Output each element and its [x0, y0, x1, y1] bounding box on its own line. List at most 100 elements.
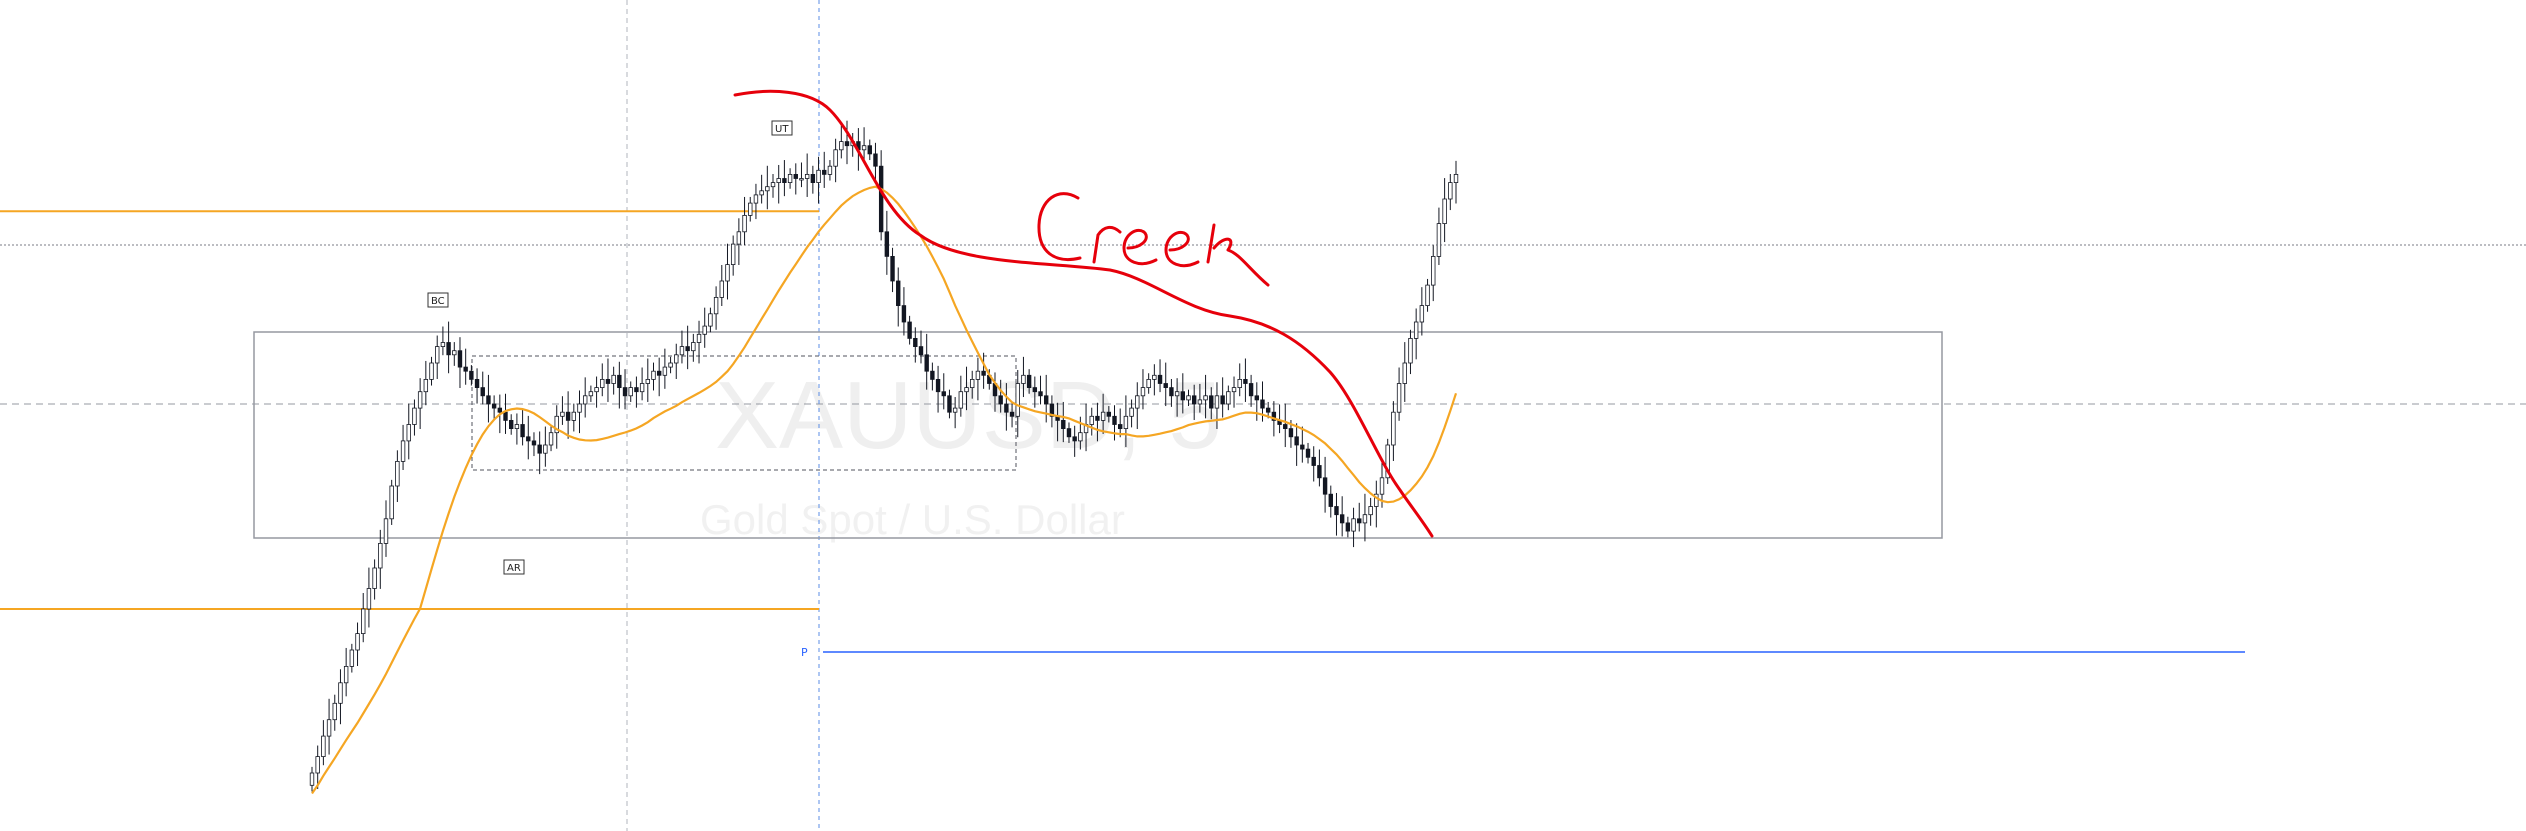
event-label-ut[interactable]: UT	[771, 120, 793, 136]
candle[interactable]	[622, 387, 628, 397]
candle[interactable]	[520, 424, 525, 438]
candle[interactable]	[1317, 465, 1322, 479]
candle[interactable]	[730, 243, 736, 266]
candle[interactable]	[1283, 424, 1288, 429]
trading-range-box[interactable]	[253, 331, 1943, 539]
candle[interactable]	[1339, 514, 1345, 524]
candle[interactable]	[725, 264, 730, 282]
candle[interactable]	[878, 165, 884, 233]
candle[interactable]	[1226, 391, 1231, 405]
candle[interactable]	[1231, 387, 1237, 393]
candle[interactable]	[1305, 448, 1311, 458]
candle[interactable]	[873, 153, 878, 167]
candle[interactable]	[1197, 399, 1203, 405]
candle[interactable]	[1442, 198, 1447, 225]
candle[interactable]	[486, 395, 491, 405]
candle[interactable]	[326, 719, 332, 737]
candle[interactable]	[827, 165, 833, 175]
candle[interactable]	[1089, 415, 1094, 425]
candle[interactable]	[736, 231, 742, 245]
candle[interactable]	[1334, 506, 1339, 516]
candle[interactable]	[964, 387, 969, 393]
candle[interactable]	[605, 378, 611, 384]
candle[interactable]	[560, 411, 565, 417]
candle[interactable]	[554, 415, 559, 434]
candle[interactable]	[1026, 374, 1032, 388]
candle[interactable]	[1066, 428, 1072, 438]
candle[interactable]	[332, 702, 337, 721]
candle[interactable]	[526, 436, 531, 442]
candle[interactable]	[1100, 411, 1106, 421]
candle[interactable]	[1436, 223, 1442, 257]
candle[interactable]	[753, 194, 759, 204]
candle[interactable]	[1163, 383, 1168, 388]
candle[interactable]	[679, 346, 685, 356]
candle[interactable]	[349, 649, 355, 667]
candle[interactable]	[1186, 395, 1191, 401]
candle[interactable]	[691, 342, 696, 352]
candle[interactable]	[1061, 419, 1066, 429]
candle[interactable]	[1322, 477, 1328, 495]
candle[interactable]	[617, 374, 622, 388]
candle[interactable]	[1248, 383, 1254, 397]
candle[interactable]	[1004, 403, 1009, 413]
candle[interactable]	[1203, 395, 1208, 401]
candle[interactable]	[389, 485, 394, 520]
candle[interactable]	[1413, 321, 1419, 339]
candle[interactable]	[662, 366, 668, 376]
candle[interactable]	[446, 342, 451, 356]
candle[interactable]	[423, 378, 429, 393]
candle[interactable]	[901, 305, 907, 323]
candle[interactable]	[594, 387, 599, 393]
candle[interactable]	[1345, 522, 1351, 532]
creek-freehand-line[interactable]	[733, 89, 1434, 538]
candle[interactable]	[1072, 436, 1077, 442]
candle[interactable]	[787, 173, 793, 183]
candle[interactable]	[1112, 415, 1117, 425]
candle[interactable]	[338, 682, 343, 704]
candle[interactable]	[366, 588, 372, 610]
candle[interactable]	[719, 280, 724, 298]
candle[interactable]	[463, 366, 468, 372]
candle[interactable]	[861, 145, 867, 151]
candle[interactable]	[770, 182, 776, 188]
candle[interactable]	[799, 178, 804, 181]
candle[interactable]	[1078, 432, 1083, 442]
candle[interactable]	[1385, 444, 1390, 479]
candle[interactable]	[1021, 374, 1026, 384]
candle[interactable]	[947, 395, 952, 413]
candle[interactable]	[924, 354, 929, 372]
candle[interactable]	[1431, 255, 1436, 286]
candle[interactable]	[918, 346, 924, 356]
candle[interactable]	[970, 378, 975, 388]
candle[interactable]	[1425, 284, 1430, 307]
candle[interactable]	[1152, 374, 1157, 380]
candle[interactable]	[1294, 436, 1299, 446]
candle[interactable]	[1117, 424, 1123, 429]
candle[interactable]	[1265, 407, 1271, 413]
candle[interactable]	[378, 543, 383, 569]
candle[interactable]	[668, 362, 673, 368]
candle[interactable]	[1146, 378, 1151, 388]
candle[interactable]	[804, 173, 810, 179]
candle[interactable]	[1106, 411, 1112, 417]
candle[interactable]	[1243, 378, 1248, 384]
candle[interactable]	[321, 735, 326, 757]
candle[interactable]	[765, 186, 770, 192]
candle[interactable]	[395, 460, 400, 487]
candle[interactable]	[1032, 387, 1038, 393]
candle[interactable]	[372, 567, 377, 589]
candle[interactable]	[833, 149, 838, 167]
candle[interactable]	[537, 444, 542, 454]
candle[interactable]	[1209, 395, 1214, 409]
candle[interactable]	[1402, 362, 1407, 384]
candle[interactable]	[469, 370, 474, 380]
candle[interactable]	[1140, 387, 1146, 397]
candle[interactable]	[1038, 391, 1043, 397]
candle[interactable]	[822, 169, 827, 175]
candle[interactable]	[309, 772, 315, 786]
candle[interactable]	[1362, 514, 1368, 524]
candle[interactable]	[1260, 399, 1265, 409]
candle[interactable]	[674, 354, 679, 364]
candle[interactable]	[531, 440, 537, 446]
